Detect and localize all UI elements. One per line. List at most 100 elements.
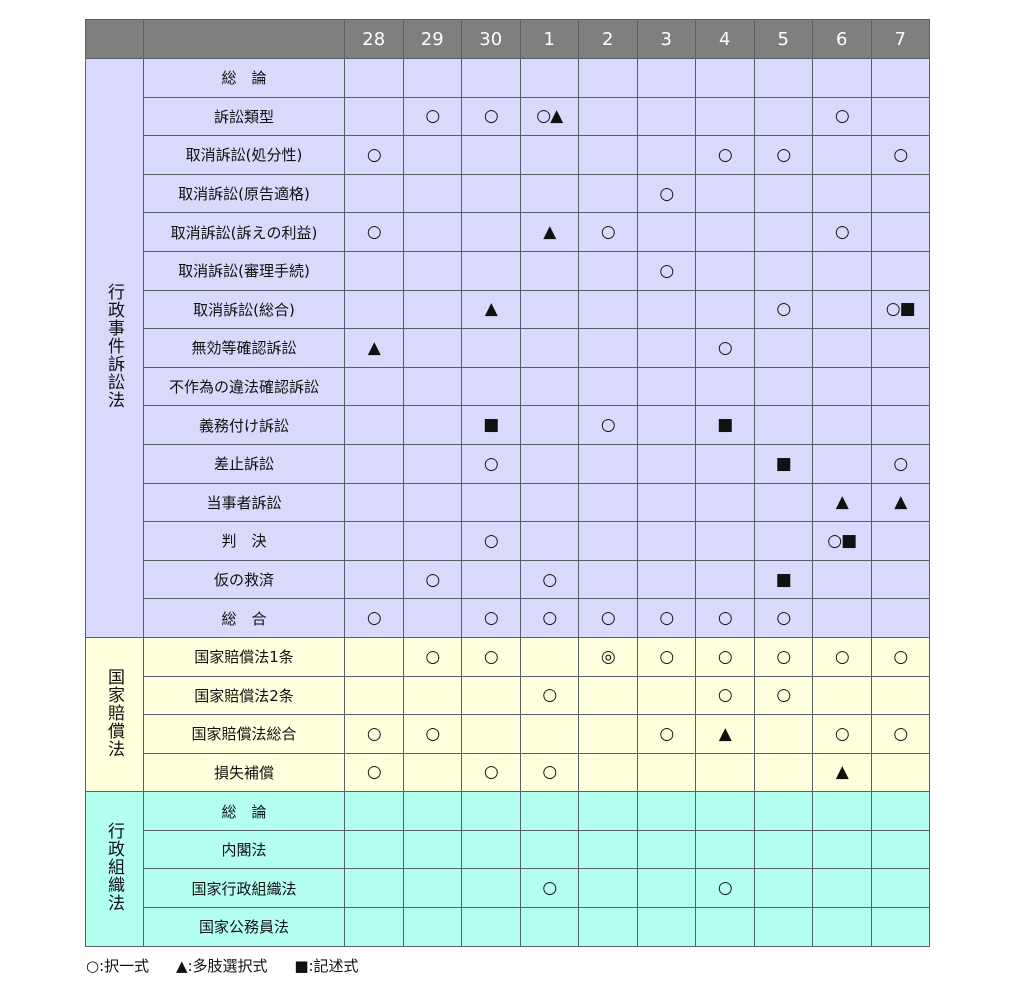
mark-cell	[461, 135, 521, 175]
year-header: 2	[578, 19, 638, 59]
mark-cell	[578, 559, 638, 600]
mark-cell	[461, 791, 521, 831]
mark-cell	[402, 135, 462, 175]
category-cell: 行政組織法	[85, 791, 144, 947]
mark-cell	[461, 212, 521, 252]
mark-cell: ○	[870, 636, 930, 677]
mark-cell	[870, 212, 930, 252]
mark-cell: ○	[402, 96, 462, 137]
mark-cell	[636, 559, 696, 600]
mark-cell	[402, 675, 462, 716]
legend-choice: ○:択一式	[86, 957, 150, 975]
topic-cell: 国家賠償法2条	[143, 675, 345, 716]
mark-cell	[870, 521, 930, 561]
mark-cell	[636, 58, 696, 98]
mark-cell	[402, 482, 462, 523]
mark-cell: ○	[695, 135, 755, 175]
mark-cell	[870, 598, 930, 638]
mark-cell	[636, 328, 696, 368]
header-topic-cell	[143, 19, 345, 59]
mark-cell	[870, 791, 930, 831]
mark-cell	[344, 829, 404, 870]
year-header: 29	[402, 19, 462, 59]
category-cell: 国家賠償法	[85, 636, 144, 793]
mark-cell: ○	[812, 714, 872, 754]
table-row: 取消訴訟(審理手続) ○	[85, 250, 930, 291]
mark-cell: ○	[812, 212, 872, 252]
table-row: 取消訴訟(原告適格) ○	[85, 173, 930, 214]
mark-cell: ○	[578, 598, 638, 638]
mark-cell: ○	[695, 868, 755, 909]
mark-cell	[812, 829, 872, 870]
mark-cell: ○	[344, 598, 404, 638]
mark-cell	[753, 58, 813, 98]
topic-cell: 総 論	[143, 58, 345, 98]
mark-cell	[812, 366, 872, 407]
mark-cell	[344, 907, 404, 947]
mark-cell: ○	[344, 752, 404, 793]
mark-cell: ○	[344, 135, 404, 175]
mark-cell	[695, 907, 755, 947]
mark-cell	[870, 868, 930, 909]
mark-cell	[870, 250, 930, 291]
header-row: 28 29 30 1 2 3 4 5 6 7	[85, 19, 930, 59]
year-header: 5	[753, 19, 813, 59]
table-row: 不作為の違法確認訴訟	[85, 366, 930, 407]
mark-cell: ▲	[461, 289, 521, 330]
mark-cell	[636, 482, 696, 523]
mark-cell	[578, 714, 638, 754]
category-label: 行政組織法	[104, 821, 124, 912]
mark-cell: ▲	[812, 482, 872, 523]
table-row: 取消訴訟(訴えの利益) ○ ▲ ○ ○	[85, 212, 930, 252]
mark-cell	[870, 752, 930, 793]
topic-cell: 内閣法	[143, 829, 345, 870]
mark-cell	[870, 907, 930, 947]
table-row: 義務付け訴訟 ■ ○ ■	[85, 405, 930, 445]
mark-cell: ○	[870, 714, 930, 754]
topic-cell: 当事者訴訟	[143, 482, 345, 523]
mark-cell	[461, 714, 521, 754]
mark-cell	[753, 328, 813, 368]
mark-cell	[402, 328, 462, 368]
mark-cell	[519, 328, 579, 368]
mark-cell	[344, 289, 404, 330]
mark-cell	[636, 289, 696, 330]
mark-cell	[870, 58, 930, 98]
table-row: 行政事件訴訟法 総 論	[85, 58, 930, 638]
topic-cell: 仮の救済	[143, 559, 345, 600]
mark-cell: ○	[636, 636, 696, 677]
table-row: 国家賠償法2条 ○ ○ ○	[85, 675, 930, 716]
topic-cell: 不作為の違法確認訴訟	[143, 366, 345, 407]
mark-cell: ○	[695, 598, 755, 638]
mark-cell	[519, 482, 579, 523]
mark-cell	[636, 96, 696, 137]
mark-cell	[402, 791, 462, 831]
mark-cell	[402, 521, 462, 561]
table-row: 仮の救済 ○ ○ ■	[85, 559, 930, 600]
mark-cell	[636, 443, 696, 484]
mark-cell	[578, 907, 638, 947]
mark-cell	[461, 868, 521, 909]
mark-cell	[344, 559, 404, 600]
mark-cell	[812, 135, 872, 175]
mark-cell	[344, 96, 404, 137]
mark-cell	[344, 173, 404, 214]
mark-cell	[519, 829, 579, 870]
table-row: 取消訴訟(処分性) ○ ○ ○ ○	[85, 135, 930, 175]
mark-cell	[461, 366, 521, 407]
mark-cell	[812, 173, 872, 214]
mark-cell	[870, 559, 930, 600]
mark-cell	[402, 366, 462, 407]
topic-cell: 国家行政組織法	[143, 868, 345, 909]
mark-cell	[344, 250, 404, 291]
mark-cell	[753, 868, 813, 909]
topic-cell: 国家賠償法1条	[143, 636, 345, 677]
mark-cell	[402, 829, 462, 870]
mark-cell	[753, 752, 813, 793]
mark-cell: ○	[402, 714, 462, 754]
mark-cell: ○	[519, 598, 579, 638]
exam-topic-table: 28 29 30 1 2 3 4 5 6 7 行政事件訴訟法総 論訴訟類型 ○ ○ ○▲ ○ 取消訴訟(処分…	[85, 19, 930, 947]
legend: ○:択一式 ▲:多肢選択式 ■:記述式	[86, 955, 381, 976]
mark-cell	[695, 791, 755, 831]
mark-cell: ▲	[812, 752, 872, 793]
